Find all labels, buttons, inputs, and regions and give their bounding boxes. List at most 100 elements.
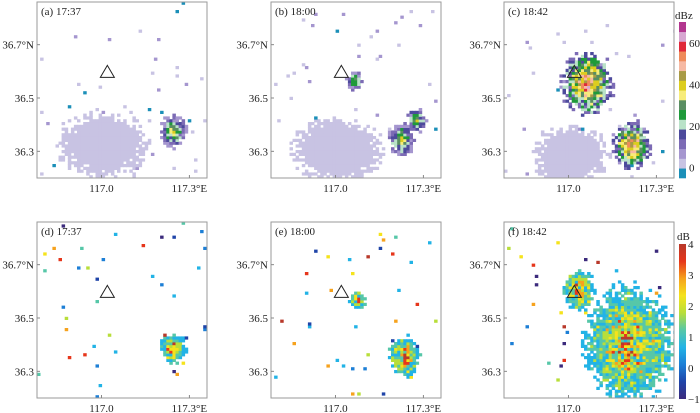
- radar-pixel: [574, 277, 579, 281]
- radar-pixel: [599, 384, 603, 388]
- radar-pixel: [645, 302, 650, 306]
- radar-pixel: [590, 77, 594, 81]
- radar-pixel: [633, 133, 637, 137]
- radar-pixel: [338, 164, 343, 168]
- radar-pixel: [320, 144, 324, 148]
- radar-pixel: [596, 71, 600, 75]
- radar-pixel: [101, 175, 106, 178]
- radar-pixel: [347, 82, 352, 86]
- radar-pixel: [360, 152, 364, 156]
- colorbar-dbz-label: dBz: [675, 10, 693, 22]
- radar-pixel: [120, 150, 124, 154]
- radar-pixel: [633, 330, 637, 334]
- radar-pixel: [602, 294, 606, 298]
- radar-pixel: [611, 342, 616, 346]
- colorbar-segment: [679, 61, 686, 72]
- radar-pixel: [608, 300, 613, 304]
- radar-pixel: [400, 342, 404, 346]
- radar-pixel: [95, 158, 99, 162]
- radar-pixel: [101, 122, 106, 126]
- radar-pixel: [633, 361, 637, 365]
- radar-pixel: [620, 150, 625, 154]
- radar-pixel: [110, 147, 115, 151]
- radar-pixel: [661, 308, 665, 312]
- radar-pixel: [292, 71, 296, 75]
- radar-pixel: [648, 330, 653, 334]
- radar-pixel: [391, 356, 395, 360]
- radar-pixel: [587, 300, 591, 304]
- radar-pixel: [172, 358, 176, 362]
- radar-pixel: [98, 169, 103, 173]
- radar-pixel: [344, 130, 349, 134]
- radar-pixel: [172, 116, 176, 120]
- radar-pixel: [40, 57, 44, 61]
- radar-pixel: [645, 322, 650, 326]
- radar-pixel: [113, 152, 118, 156]
- radar-pixel: [172, 342, 176, 346]
- radar-pixel: [166, 347, 170, 351]
- radar-pixel: [92, 147, 96, 151]
- xtick-label: 117.3°E: [639, 183, 675, 195]
- radar-pixel: [568, 77, 573, 81]
- radar-pixel: [77, 266, 81, 270]
- radar-pixel: [624, 316, 628, 320]
- radar-pixel: [92, 164, 96, 168]
- radar-pixel: [661, 333, 665, 337]
- radar-pixel: [608, 314, 613, 318]
- radar-pixel: [599, 66, 603, 70]
- radar-pixel: [351, 169, 355, 173]
- radar-pixel: [200, 230, 204, 234]
- radar-pixel: [200, 77, 204, 81]
- radar-pixel: [354, 124, 358, 128]
- radar-pixel: [580, 283, 585, 287]
- radar-field: [274, 232, 438, 396]
- radar-pixel: [132, 130, 136, 134]
- radar-pixel: [568, 80, 573, 84]
- radar-pixel: [354, 136, 358, 140]
- radar-pixel: [126, 152, 130, 156]
- radar-pixel: [596, 147, 600, 151]
- radar-pixel: [344, 161, 349, 165]
- radar-pixel: [580, 272, 585, 276]
- radar-pixel: [661, 99, 665, 103]
- radar-pixel: [344, 164, 349, 168]
- radar-pixel: [617, 347, 622, 351]
- radar-pixel: [587, 286, 591, 290]
- radar-pixel: [363, 130, 367, 134]
- radar-pixel: [400, 141, 404, 145]
- radar-pixel: [332, 147, 337, 151]
- radar-pixel: [617, 378, 622, 382]
- radar-pixel: [178, 127, 183, 131]
- radar-pixel: [304, 144, 309, 148]
- radar-pixel: [67, 164, 72, 168]
- radar-pixel: [113, 175, 118, 178]
- radar-field: [274, 10, 438, 178]
- radar-pixel: [577, 91, 582, 95]
- radar-pixel: [98, 147, 103, 151]
- radar-pixel: [178, 339, 183, 343]
- radar-pixel: [110, 136, 115, 140]
- radar-pixel: [599, 96, 603, 100]
- radar-pixel: [329, 161, 333, 165]
- radar-pixel: [624, 333, 628, 337]
- radar-pixel: [630, 138, 634, 142]
- radar-pixel: [651, 300, 656, 304]
- radar-pixel: [354, 80, 358, 84]
- radar-pixel: [571, 108, 576, 112]
- radar-pixel: [104, 119, 109, 123]
- radar-pixel: [565, 330, 570, 334]
- radar-pixel: [584, 77, 588, 81]
- radar-pixel: [571, 164, 576, 168]
- radar-pixel: [304, 291, 309, 295]
- radar-pixel: [83, 155, 87, 159]
- radar-pixel: [64, 147, 69, 151]
- radar-pixel: [642, 130, 646, 134]
- radar-pixel: [664, 364, 668, 368]
- radar-pixel: [338, 147, 343, 151]
- radar-pixel: [602, 356, 606, 360]
- radar-pixel: [547, 161, 551, 165]
- radar-pixel: [562, 152, 566, 156]
- radar-pixel: [602, 85, 606, 89]
- radar-pixel: [363, 138, 367, 142]
- radar-pixel: [645, 344, 650, 348]
